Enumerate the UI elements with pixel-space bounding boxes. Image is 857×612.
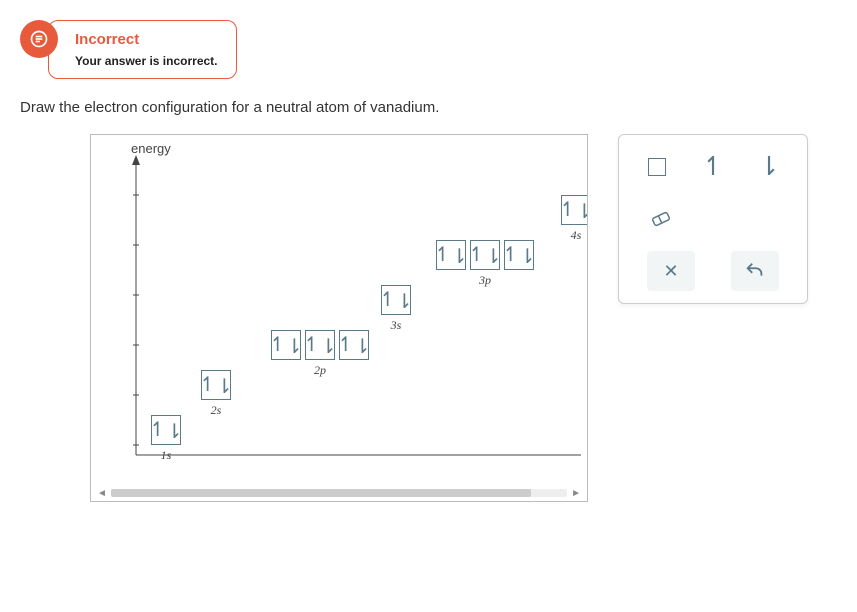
- orbital-label: 2s: [201, 403, 231, 418]
- orbital-2s[interactable]: ↿⇂ 2s: [201, 370, 231, 418]
- orbital-3s[interactable]: ↿⇂ 3s: [381, 285, 411, 333]
- feedback-icon: [20, 20, 58, 58]
- scroll-thumb[interactable]: [111, 489, 531, 497]
- scroll-left-arrow[interactable]: ◄: [95, 488, 109, 499]
- main-area: energy ↿⇂1s↿⇂2s↿⇂↿⇂↿⇂2p↿⇂3s↿⇂↿⇂↿⇂3p↿⇂4s …: [20, 134, 837, 502]
- orbital-box[interactable]: ↿⇂: [436, 240, 466, 270]
- tool-panel: ↿⇂ ✕: [618, 134, 808, 304]
- tool-eraser[interactable]: [637, 199, 685, 239]
- tool-row-1: ↿⇂: [629, 147, 797, 187]
- clear-icon: ✕: [663, 261, 678, 282]
- orbital-label: 3p: [436, 273, 534, 288]
- feedback-box: Incorrect Your answer is incorrect.: [48, 20, 237, 79]
- orbital-box[interactable]: ↿⇂: [271, 330, 301, 360]
- orbital-box[interactable]: ↿⇂: [339, 330, 369, 360]
- scroll-right-arrow[interactable]: ►: [569, 488, 583, 499]
- orbital-3p[interactable]: ↿⇂↿⇂↿⇂3p: [436, 240, 534, 288]
- feedback-banner: Incorrect Your answer is incorrect.: [20, 20, 837, 79]
- undo-icon: [744, 260, 766, 282]
- orbital-1s[interactable]: ↿⇂ 1s: [151, 415, 181, 463]
- tool-clear[interactable]: ✕: [647, 251, 695, 291]
- orbital-box[interactable]: ↿⇂: [561, 195, 587, 225]
- tool-spin-up[interactable]: ↿: [689, 147, 737, 187]
- orbital-box[interactable]: ↿⇂: [470, 240, 500, 270]
- orbital-2p[interactable]: ↿⇂↿⇂↿⇂2p: [271, 330, 369, 378]
- feedback-title: Incorrect: [75, 31, 218, 48]
- orbital-label: 2p: [271, 363, 369, 378]
- orbital-box[interactable]: ↿⇂: [151, 415, 181, 445]
- diagram-frame: energy ↿⇂1s↿⇂2s↿⇂↿⇂↿⇂2p↿⇂3s↿⇂↿⇂↿⇂3p↿⇂4s …: [90, 134, 588, 502]
- energy-diagram[interactable]: energy ↿⇂1s↿⇂2s↿⇂↿⇂↿⇂2p↿⇂3s↿⇂↿⇂↿⇂3p↿⇂4s: [91, 135, 587, 485]
- tool-empty-box[interactable]: [633, 147, 681, 187]
- tool-spin-down[interactable]: ⇂: [745, 147, 793, 187]
- spin-down-icon: ⇂: [758, 152, 780, 182]
- orbital-box[interactable]: ↿⇂: [381, 285, 411, 315]
- scroll-track[interactable]: [111, 489, 567, 497]
- orbital-label: 4s: [561, 228, 587, 243]
- orbital-4s[interactable]: ↿⇂ 4s: [561, 195, 587, 243]
- orbital-box[interactable]: ↿⇂: [305, 330, 335, 360]
- tool-row-3: ✕: [629, 251, 797, 291]
- question-text: Draw the electron configuration for a ne…: [20, 99, 837, 116]
- horizontal-scrollbar[interactable]: ◄ ►: [91, 485, 587, 501]
- feedback-message: Your answer is incorrect.: [75, 54, 218, 68]
- tool-undo[interactable]: [731, 251, 779, 291]
- orbital-box[interactable]: ↿⇂: [201, 370, 231, 400]
- orbital-label: 1s: [151, 448, 181, 463]
- spin-up-icon: ↿: [702, 152, 724, 182]
- orbital-box[interactable]: ↿⇂: [504, 240, 534, 270]
- eraser-icon: [648, 209, 674, 229]
- square-icon: [648, 158, 666, 176]
- orbital-label: 3s: [381, 318, 411, 333]
- tool-row-2: [629, 199, 797, 239]
